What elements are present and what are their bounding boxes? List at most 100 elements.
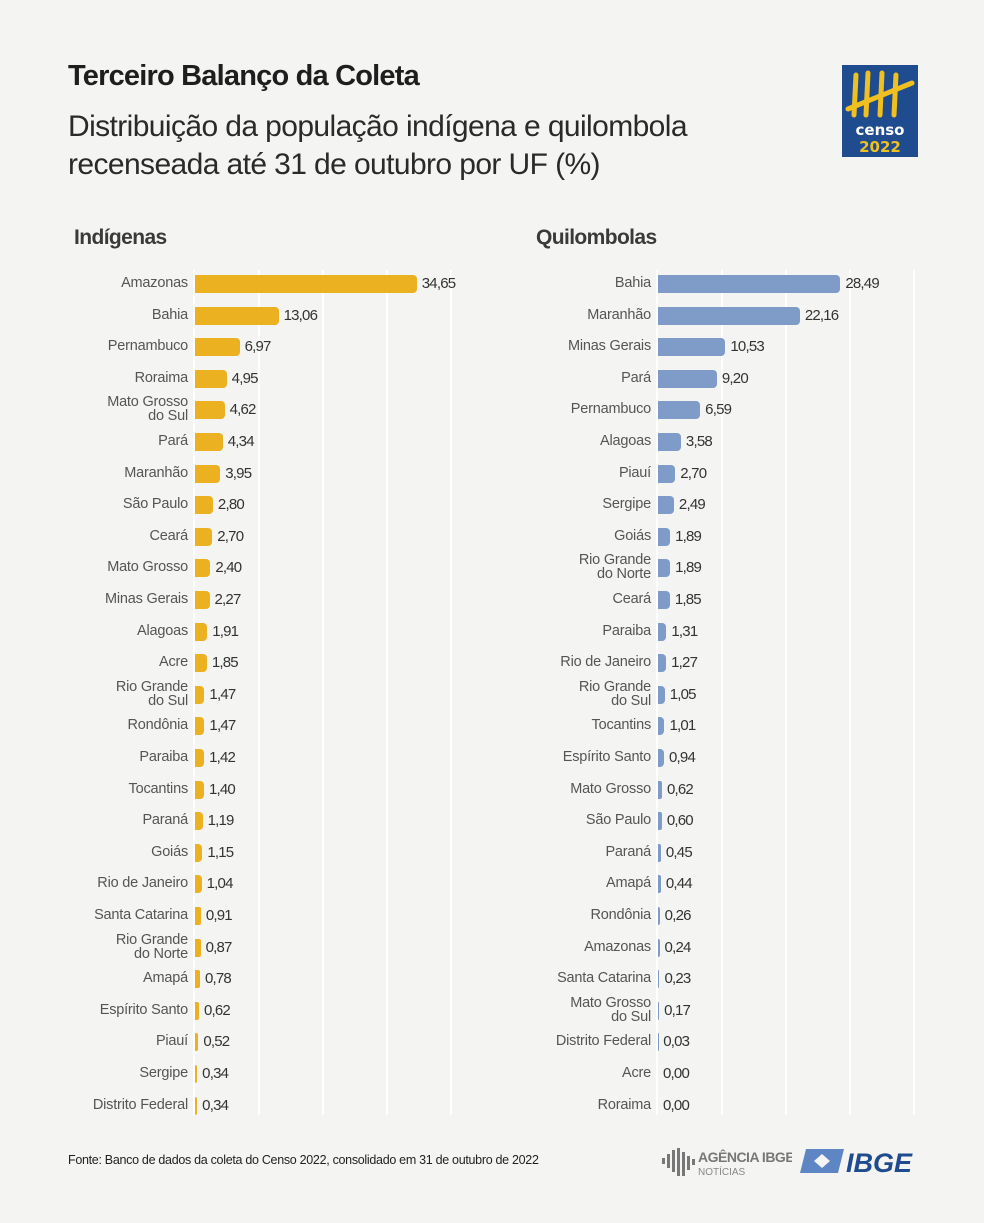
- data-label: 2,70: [217, 527, 244, 545]
- data-label: 34,65: [421, 275, 456, 292]
- axis-line: [656, 270, 658, 1115]
- ibge-logo: IBGE: [800, 1145, 924, 1182]
- bar: [195, 622, 208, 641]
- category-label: Maranhão: [124, 464, 188, 481]
- data-label: 3,58: [685, 433, 713, 450]
- svg-text:AGÊNCIA IBGE: AGÊNCIA IBGE: [698, 1148, 792, 1165]
- category-label: Ceará: [149, 527, 189, 544]
- category-label: Santa Catarina: [94, 907, 188, 923]
- data-label: 0,78: [204, 970, 232, 988]
- category-label: Paraiba: [602, 622, 651, 639]
- data-label: 2,49: [678, 496, 706, 514]
- bar: [195, 591, 210, 609]
- category-label: Amapá: [606, 875, 651, 892]
- gridline: [258, 270, 260, 1115]
- category-label: Ceará: [612, 591, 652, 607]
- data-label: 0,62: [203, 1001, 231, 1019]
- category-label: Mato Grosso do Sul: [107, 394, 188, 425]
- data-label: 1,85: [211, 654, 239, 672]
- data-label: 3,95: [225, 464, 252, 482]
- data-label: 2,27: [214, 591, 242, 608]
- bar: [195, 1001, 199, 1020]
- bar: [658, 369, 717, 388]
- bar: [195, 875, 202, 894]
- bar: [658, 275, 841, 293]
- censo-2022-logo: censo 2022: [842, 65, 918, 157]
- category-label: Bahia: [614, 275, 651, 291]
- category-label: Tocantins: [591, 717, 652, 734]
- bar: [658, 401, 701, 420]
- data-label: 0,00: [663, 1096, 690, 1114]
- data-label: 0,26: [664, 907, 692, 924]
- data-label: 2,70: [680, 464, 707, 482]
- data-label: 0,52: [203, 1033, 230, 1051]
- category-label: Minas Gerais: [567, 338, 651, 355]
- data-label: 6,59: [705, 401, 732, 419]
- bar: [658, 1001, 660, 1020]
- category-label: Santa Catarina: [557, 970, 651, 987]
- gridline: [721, 270, 723, 1115]
- bar: [195, 654, 207, 673]
- category-label: Rio de Janeiro: [97, 875, 188, 892]
- data-label: 4,34: [227, 433, 255, 450]
- data-label: 0,23: [664, 970, 691, 988]
- bar: [658, 654, 667, 673]
- category-label: Rondônia: [127, 717, 189, 734]
- data-label: 1,04: [206, 875, 234, 893]
- bar: [658, 717, 665, 736]
- bar: [658, 496, 674, 515]
- bar: [195, 812, 203, 831]
- data-label: 1,89: [675, 527, 702, 545]
- data-label: 28,49: [845, 275, 879, 292]
- data-label: 0,34: [202, 1065, 229, 1082]
- category-label: Sergipe: [139, 1065, 188, 1081]
- bar: [658, 812, 662, 831]
- category-label: Amazonas: [121, 275, 188, 291]
- bar: [658, 527, 671, 546]
- bar: [658, 338, 726, 357]
- bar: [658, 938, 660, 957]
- category-label: Goiás: [151, 843, 188, 860]
- bar: [195, 1065, 198, 1083]
- data-label: 1,89: [675, 559, 702, 577]
- category-label: Rio Grande do Sul: [115, 678, 188, 709]
- gridline: [322, 270, 324, 1115]
- data-label: 0,17: [664, 1001, 691, 1019]
- data-label: 0,94: [669, 749, 696, 766]
- data-label: 1,31: [671, 622, 698, 640]
- svg-text:NOTÍCIAS: NOTÍCIAS: [698, 1165, 746, 1178]
- bar: [658, 907, 660, 925]
- gridline: [785, 270, 787, 1115]
- category-label: Piauí: [155, 1033, 188, 1050]
- bar: [658, 970, 660, 989]
- data-label: 4,62: [229, 401, 257, 419]
- data-label: 1,42: [209, 749, 236, 766]
- category-label: Rondônia: [590, 907, 652, 923]
- svg-text:2022: 2022: [859, 138, 901, 156]
- category-label: Distrito Federal: [92, 1096, 188, 1113]
- bar: [195, 464, 221, 483]
- category-label: Rio Grande do Sul: [578, 678, 651, 709]
- data-label: 1,85: [674, 591, 702, 608]
- category-label: Rio de Janeiro: [560, 654, 651, 671]
- bar: [195, 1033, 199, 1052]
- svg-text:censo: censo: [856, 121, 905, 139]
- bar: [658, 875, 661, 894]
- gridline: [386, 270, 388, 1115]
- bar: [195, 685, 205, 704]
- category-label: Espírito Santo: [562, 749, 651, 765]
- category-label: Mato Grosso do Sul: [570, 994, 651, 1025]
- data-label: 2,80: [217, 496, 245, 514]
- bar: [195, 1096, 198, 1115]
- data-label: 4,95: [231, 369, 259, 387]
- category-label: Maranhão: [587, 306, 651, 323]
- category-label: Pernambuco: [570, 401, 651, 418]
- data-label: 1,05: [669, 685, 697, 703]
- source-note: Fonte: Banco de dados da coleta do Censo…: [68, 1153, 539, 1167]
- bar: [658, 749, 665, 767]
- category-label: Mato Grosso: [107, 559, 188, 576]
- quilombolas-panel-title: Quilombolas: [536, 226, 657, 249]
- data-label: 6,97: [244, 338, 272, 356]
- category-label: Amapá: [143, 970, 188, 987]
